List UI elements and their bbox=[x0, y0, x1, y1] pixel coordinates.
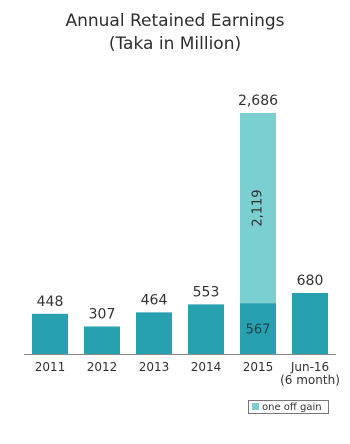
x-tick-sublabel-5: (6 month) bbox=[280, 373, 340, 387]
legend-box bbox=[248, 400, 329, 414]
legend-swatch bbox=[252, 403, 259, 410]
data-label-gain-4: 2,119 bbox=[251, 189, 266, 226]
bar-3 bbox=[188, 304, 224, 354]
x-tick-label-4: 2015 bbox=[243, 360, 274, 374]
data-label-0: 448 bbox=[37, 294, 64, 310]
chart-subtitle: (Taka in Million) bbox=[108, 34, 242, 54]
x-tick-label-3: 2014 bbox=[191, 360, 222, 374]
legend-label: one off gain bbox=[262, 402, 322, 413]
x-tick-label-0: 2011 bbox=[35, 360, 66, 374]
bar-4 bbox=[240, 303, 276, 354]
chart-title: Annual Retained Earnings bbox=[65, 11, 285, 31]
data-label-1: 307 bbox=[89, 306, 116, 322]
data-label-2: 464 bbox=[141, 292, 168, 308]
x-tick-label-1: 2012 bbox=[87, 360, 118, 374]
x-tick-label-2: 2013 bbox=[139, 360, 170, 374]
bar-2 bbox=[136, 312, 172, 354]
bar-1 bbox=[84, 326, 120, 354]
total-label-4: 2,686 bbox=[238, 93, 278, 109]
bar-5 bbox=[292, 292, 328, 354]
data-label-4: 567 bbox=[246, 323, 271, 338]
x-tick-label-5: Jun-16 bbox=[290, 360, 329, 374]
chart-title-block: Annual Retained Earnings (Taka in Millio… bbox=[0, 10, 350, 56]
data-label-5: 680 bbox=[297, 273, 324, 289]
data-label-3: 553 bbox=[193, 284, 220, 300]
bar-0 bbox=[32, 313, 68, 354]
bar-gain-4 bbox=[240, 113, 276, 304]
